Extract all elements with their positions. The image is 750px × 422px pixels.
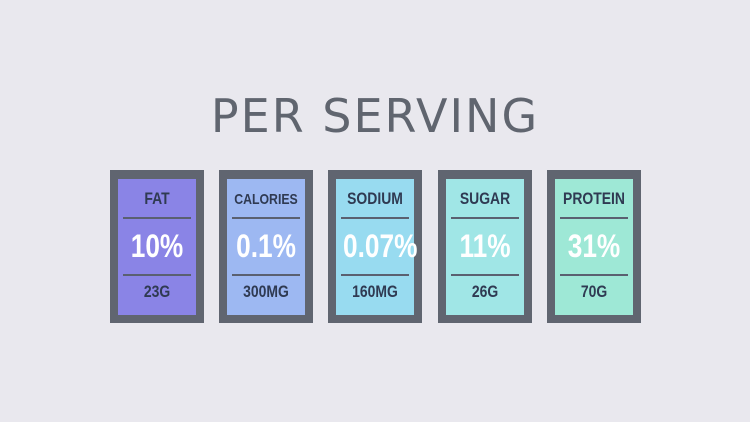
page-title: PER SERVING	[210, 89, 540, 143]
card-label: FAT	[144, 189, 170, 208]
card-amount: 160MG	[352, 282, 398, 301]
divider	[560, 274, 628, 276]
card-amount: 300MG	[243, 282, 289, 301]
nutrition-card-calories: CALORIES 0.1% 300MG	[219, 170, 313, 323]
card-amount: 70G	[580, 282, 608, 301]
divider	[232, 274, 300, 276]
card-percent: 31%	[567, 228, 621, 264]
divider	[341, 274, 409, 276]
divider	[123, 274, 191, 276]
card-percent: 0.1%	[236, 228, 296, 264]
nutrition-card-sugar: SUGAR 11% 26G	[438, 170, 532, 323]
card-amount: 26G	[471, 282, 499, 301]
divider	[451, 217, 519, 219]
card-label: CALORIES	[234, 191, 298, 208]
nutrition-card-fat: FAT 10% 23G	[110, 170, 204, 323]
card-panel: PROTEIN 31% 70G	[555, 179, 633, 315]
divider	[123, 217, 191, 219]
card-panel: SODIUM 0.07% 160MG	[336, 179, 418, 315]
divider	[341, 217, 409, 219]
card-amount: 23G	[143, 282, 171, 301]
card-label: SODIUM	[347, 189, 403, 208]
card-panel: SUGAR 11% 26G	[446, 179, 524, 315]
card-percent: 10%	[130, 228, 184, 264]
divider	[232, 217, 300, 219]
card-percent: 0.07%	[343, 228, 418, 264]
card-label: PROTEIN	[563, 189, 625, 208]
nutrition-card-protein: PROTEIN 31% 70G	[547, 170, 641, 323]
card-panel: FAT 10% 23G	[118, 179, 196, 315]
card-panel: CALORIES 0.1% 300MG	[227, 179, 305, 315]
nutrition-card-sodium: SODIUM 0.07% 160MG	[328, 170, 422, 323]
card-label: SUGAR	[459, 189, 511, 208]
divider	[451, 274, 519, 276]
card-percent: 11%	[459, 228, 511, 264]
divider	[560, 217, 628, 219]
